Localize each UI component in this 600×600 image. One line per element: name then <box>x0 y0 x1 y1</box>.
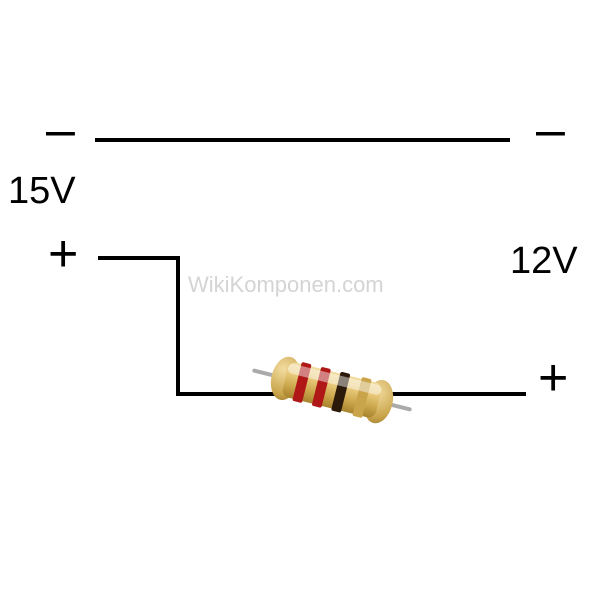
wire-top <box>95 138 510 142</box>
watermark-text: WikiKomponen.com <box>188 272 384 298</box>
wire-left-vertical <box>176 256 180 396</box>
minus-top-right: – <box>536 104 565 156</box>
plus-bottom-right: + <box>538 352 568 404</box>
output-voltage-label: 12V <box>510 240 578 283</box>
resistor-component <box>253 343 411 437</box>
circuit-diagram: – – + + 15V 12V WikiKomponen.com <box>0 0 600 600</box>
minus-top-left: – <box>46 104 75 156</box>
input-voltage-label: 15V <box>8 170 76 213</box>
wire-mid-left <box>98 256 180 260</box>
plus-mid-left: + <box>48 228 78 280</box>
